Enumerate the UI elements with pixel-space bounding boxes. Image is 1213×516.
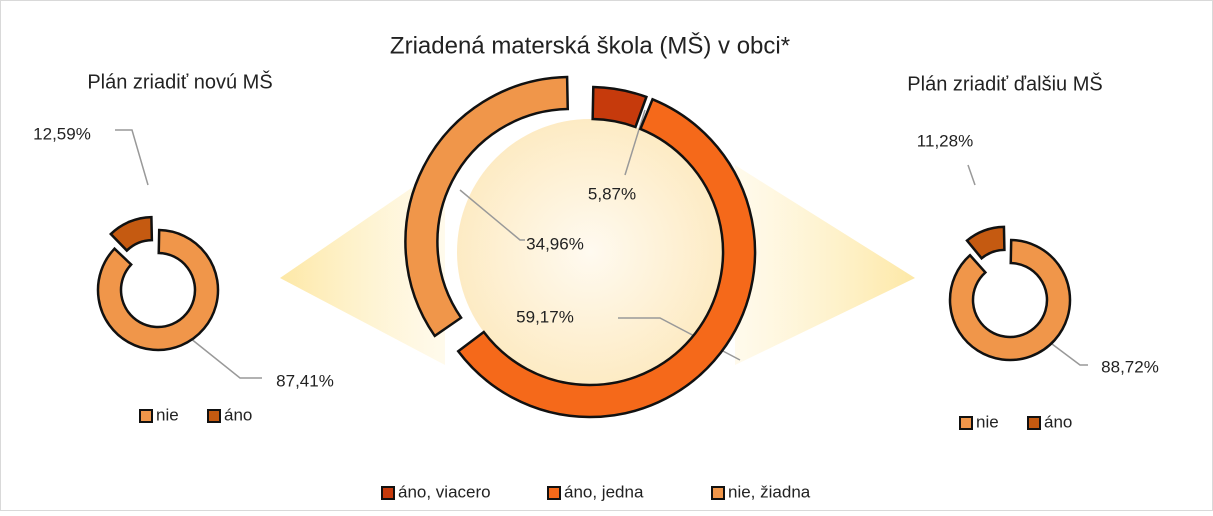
donut-slice bbox=[456, 97, 757, 419]
legend-label: nie, žiadna bbox=[728, 482, 811, 501]
leader-line bbox=[179, 329, 262, 379]
data-label: 87,41% bbox=[276, 371, 334, 390]
legend-label: áno, jedna bbox=[564, 482, 644, 501]
donut-slice bbox=[96, 228, 220, 352]
legend-label: nie bbox=[156, 405, 179, 424]
leader-line bbox=[115, 129, 149, 186]
donut-slice bbox=[948, 238, 1072, 362]
donut-slice bbox=[965, 225, 1006, 261]
connector-fan bbox=[280, 165, 445, 365]
leader-line bbox=[624, 109, 646, 176]
legend-swatch bbox=[207, 409, 221, 423]
data-label: 59,17% bbox=[516, 307, 574, 326]
chart-title: Zriadená materská škola (MŠ) v obci* bbox=[390, 31, 790, 59]
donut-slice bbox=[109, 215, 154, 253]
legend-label: áno bbox=[224, 405, 252, 424]
legend-swatch bbox=[1027, 416, 1041, 430]
legend-swatch bbox=[959, 416, 973, 430]
leader-line bbox=[459, 189, 525, 241]
legend-label: nie bbox=[976, 412, 999, 431]
legend-swatch bbox=[547, 486, 561, 500]
data-label: 11,28% bbox=[917, 131, 973, 150]
donut-slice bbox=[591, 85, 648, 129]
legend-swatch bbox=[381, 486, 395, 500]
connector-fan bbox=[735, 165, 915, 365]
leader-line bbox=[1039, 334, 1088, 366]
donut-hole bbox=[457, 119, 723, 385]
legend-swatch bbox=[711, 486, 725, 500]
data-label: 88,72% bbox=[1101, 357, 1159, 376]
legend-label: áno, viacero bbox=[398, 482, 491, 501]
leader-line bbox=[967, 164, 976, 186]
donut-slice bbox=[404, 75, 570, 338]
legend-swatch bbox=[139, 409, 153, 423]
chart-title: Plán zriadiť ďalšiu MŠ bbox=[907, 72, 1102, 95]
data-label: 34,96% bbox=[526, 234, 584, 253]
legend-label: áno bbox=[1044, 412, 1072, 431]
chart-title: Plán zriadiť novú MŠ bbox=[87, 70, 272, 93]
data-label: 5,87% bbox=[588, 184, 636, 203]
data-label: 12,59% bbox=[33, 124, 91, 143]
